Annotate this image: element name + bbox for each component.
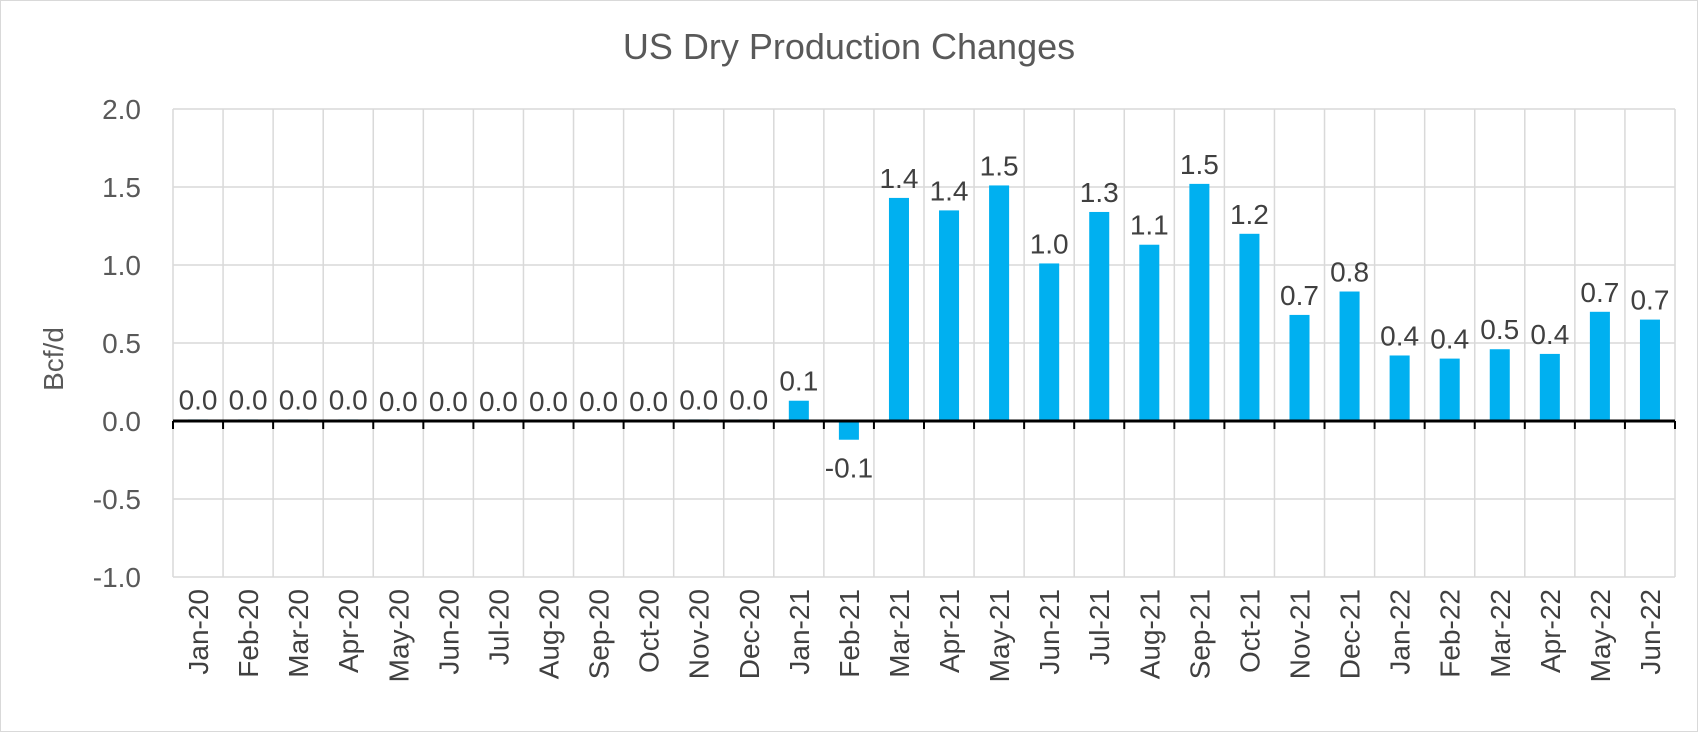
data-label: 0.0 [429,386,468,417]
x-tick-label: Jun-22 [1635,589,1666,675]
chart-title: US Dry Production Changes [623,26,1075,67]
data-label: 0.0 [179,384,218,415]
bar [889,198,909,421]
data-label: 0.0 [279,384,318,415]
data-label: 0.0 [629,386,668,417]
x-tick-label: Jan-22 [1385,589,1416,675]
data-label: 0.0 [729,384,768,415]
x-tick-label: May-22 [1585,589,1616,682]
data-label: 1.2 [1230,199,1269,230]
data-label: 0.0 [679,384,718,415]
data-label: 1.4 [930,175,969,206]
data-label: 0.4 [1430,324,1469,355]
bar [1039,263,1059,421]
zero-axis [173,421,1675,429]
data-label: 1.3 [1080,177,1119,208]
data-label: 0.7 [1280,280,1319,311]
x-tick-label: May-21 [984,589,1015,682]
bar [989,185,1009,421]
x-tick-label: Mar-22 [1485,589,1516,678]
y-tick-label: 2.0 [102,94,141,125]
x-tick-label: Feb-21 [834,589,865,678]
data-label: 0.0 [529,386,568,417]
x-tick-label: Dec-20 [734,589,765,679]
data-label: 0.0 [479,386,518,417]
data-label: -0.1 [825,453,873,484]
x-tick-label: Feb-20 [233,589,264,678]
bar [1239,234,1259,421]
y-tick-label: -1.0 [93,562,141,593]
bar [1540,354,1560,421]
y-tick-label: 0.5 [102,328,141,359]
x-tick-label: Mar-21 [884,589,915,678]
x-tick-label: Nov-21 [1285,589,1316,679]
data-label: 0.7 [1630,285,1669,316]
x-tick-label: Oct-20 [634,589,665,673]
x-tick-label: Aug-20 [534,589,565,679]
bar [939,210,959,421]
x-tick-label: Dec-21 [1335,589,1366,679]
data-label: 0.7 [1580,277,1619,308]
data-label: 1.1 [1130,210,1169,241]
bar [1340,292,1360,421]
x-tick-label: Aug-21 [1134,589,1165,679]
bar [839,421,859,440]
x-tick-label: Apr-22 [1535,589,1566,673]
bar [789,401,809,421]
bar [1390,355,1410,421]
x-tick-label: Apr-21 [934,589,965,673]
x-tick-label: Feb-22 [1435,589,1466,678]
data-label: 0.1 [779,366,818,397]
x-tick-label: Jan-21 [784,589,815,675]
y-tick-label: 1.0 [102,250,141,281]
data-label: 0.0 [229,384,268,415]
x-tick-label: Nov-20 [684,589,715,679]
y-tick-labels: -1.0 -0.5 0.0 0.5 1.0 1.5 2.0 [93,94,141,593]
y-tick-label: 0.0 [102,406,141,437]
x-tick-label: Oct-21 [1234,589,1265,673]
x-tick-labels: Jan-20 Feb-20 Mar-20 Apr-20 May-20 Jun-20 Jul-… [183,589,1666,682]
x-tick-label: Jul-20 [483,589,514,665]
data-label: 0.0 [329,384,368,415]
data-label: 0.0 [379,386,418,417]
x-tick-label: Jun-21 [1034,589,1065,675]
x-tick-label: Jul-21 [1084,589,1115,665]
data-label: 0.0 [579,386,618,417]
bar [1590,312,1610,421]
x-tick-label: Apr-20 [333,589,364,673]
data-label: 0.8 [1330,257,1369,288]
x-tick-label: Mar-20 [283,589,314,678]
x-tick-label: Jun-20 [433,589,464,675]
bar [1440,359,1460,421]
x-tick-label: Sep-20 [584,589,615,679]
bar [1289,315,1309,421]
data-label: 0.4 [1380,320,1419,351]
data-label: 1.5 [1180,149,1219,180]
data-label: 1.5 [980,150,1019,181]
bar [1139,245,1159,421]
y-axis-label: Bcf/d [38,327,69,391]
data-label: 0.5 [1480,314,1519,345]
data-label: 1.4 [879,163,918,194]
y-tick-label: -0.5 [93,484,141,515]
x-tick-label: Sep-21 [1184,589,1215,679]
x-tick-label: Jan-20 [183,589,214,675]
x-tick-label: May-20 [383,589,414,682]
y-tick-label: 1.5 [102,172,141,203]
bar [1640,320,1660,421]
bar [1490,349,1510,421]
bar [1189,184,1209,421]
bar [1089,212,1109,421]
data-label: 0.4 [1530,319,1569,350]
data-label: 1.0 [1030,228,1069,259]
